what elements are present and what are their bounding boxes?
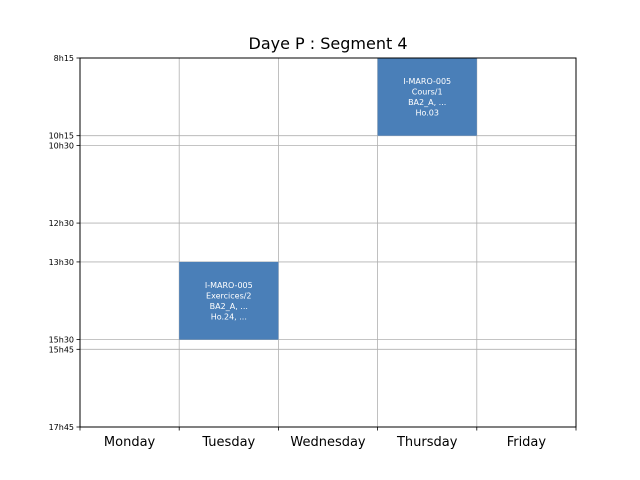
plot-frame	[79, 57, 577, 428]
grid	[80, 57, 576, 428]
event-text-line: Ho.24, ...	[211, 313, 247, 322]
event-text-line: BA2_A, ...	[408, 98, 446, 107]
x-tick-label: Tuesday	[201, 435, 255, 450]
y-tick-label: 10h15	[49, 132, 74, 141]
x-tick-labels: Monday Tuesday Wednesday Thursday Friday	[79, 427, 577, 450]
event-text-line: I-MARO-005	[403, 77, 451, 86]
event-text-line: Cours/1	[412, 88, 443, 97]
event-text-line: Exercices/2	[206, 292, 251, 301]
event-text-line: I-MARO-005	[205, 281, 253, 290]
x-tick-label: Friday	[507, 435, 547, 450]
y-tick-label: 17h45	[49, 423, 74, 432]
chart-title: Daye P : Segment 4	[249, 34, 408, 53]
x-tick-label: Monday	[104, 435, 156, 450]
y-tick-label: 13h30	[49, 258, 74, 267]
y-tick-label: 10h30	[49, 141, 74, 150]
y-tick-label: 8h15	[54, 54, 74, 63]
x-tick-label: Thursday	[396, 435, 458, 450]
event-text-line: Ho.03	[415, 109, 439, 118]
event-block[interactable]	[377, 58, 477, 136]
y-tick-label: 12h30	[49, 219, 74, 228]
event-text-line: BA2_A, ...	[210, 302, 248, 311]
y-tick-label: 15h45	[49, 345, 74, 354]
y-tick-label: 15h30	[49, 336, 74, 345]
x-tick-label: Wednesday	[290, 435, 366, 450]
event-block[interactable]	[179, 261, 279, 340]
